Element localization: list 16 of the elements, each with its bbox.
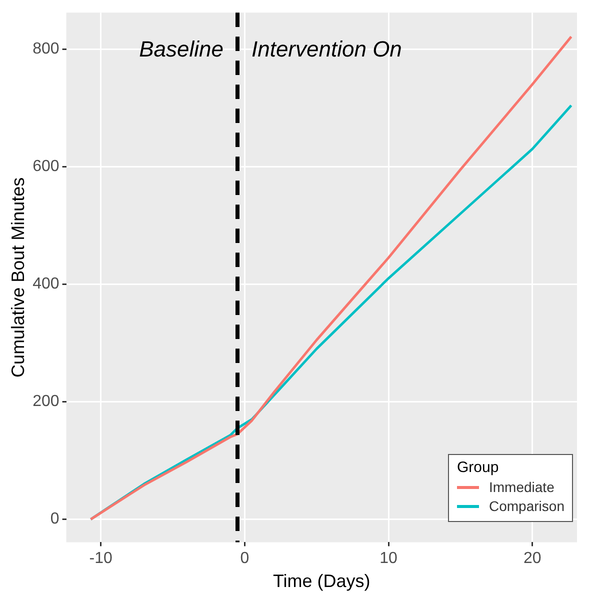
annotation: Baseline bbox=[139, 36, 224, 62]
y-tick-label: 800 bbox=[32, 40, 60, 58]
x-axis-title: Time (Days) bbox=[272, 571, 370, 592]
y-tick-label: 400 bbox=[32, 276, 60, 293]
x-tick-label: 10 bbox=[380, 550, 398, 568]
y-tick-label: 0 bbox=[50, 510, 60, 528]
legend-label: Comparison bbox=[489, 498, 564, 514]
legend-title: Group bbox=[457, 459, 500, 476]
annotation: Intervention On bbox=[251, 36, 402, 62]
y-tick-label: 200 bbox=[32, 393, 60, 410]
y-axis-title: Cumulative Bout Minutes bbox=[8, 177, 28, 378]
legend-label: Immediate bbox=[489, 479, 554, 496]
x-tick-label: -10 bbox=[89, 550, 112, 568]
y-tick-label: 600 bbox=[32, 158, 60, 176]
x-tick-label: 20 bbox=[524, 550, 542, 568]
x-tick-label: 0 bbox=[240, 550, 250, 568]
